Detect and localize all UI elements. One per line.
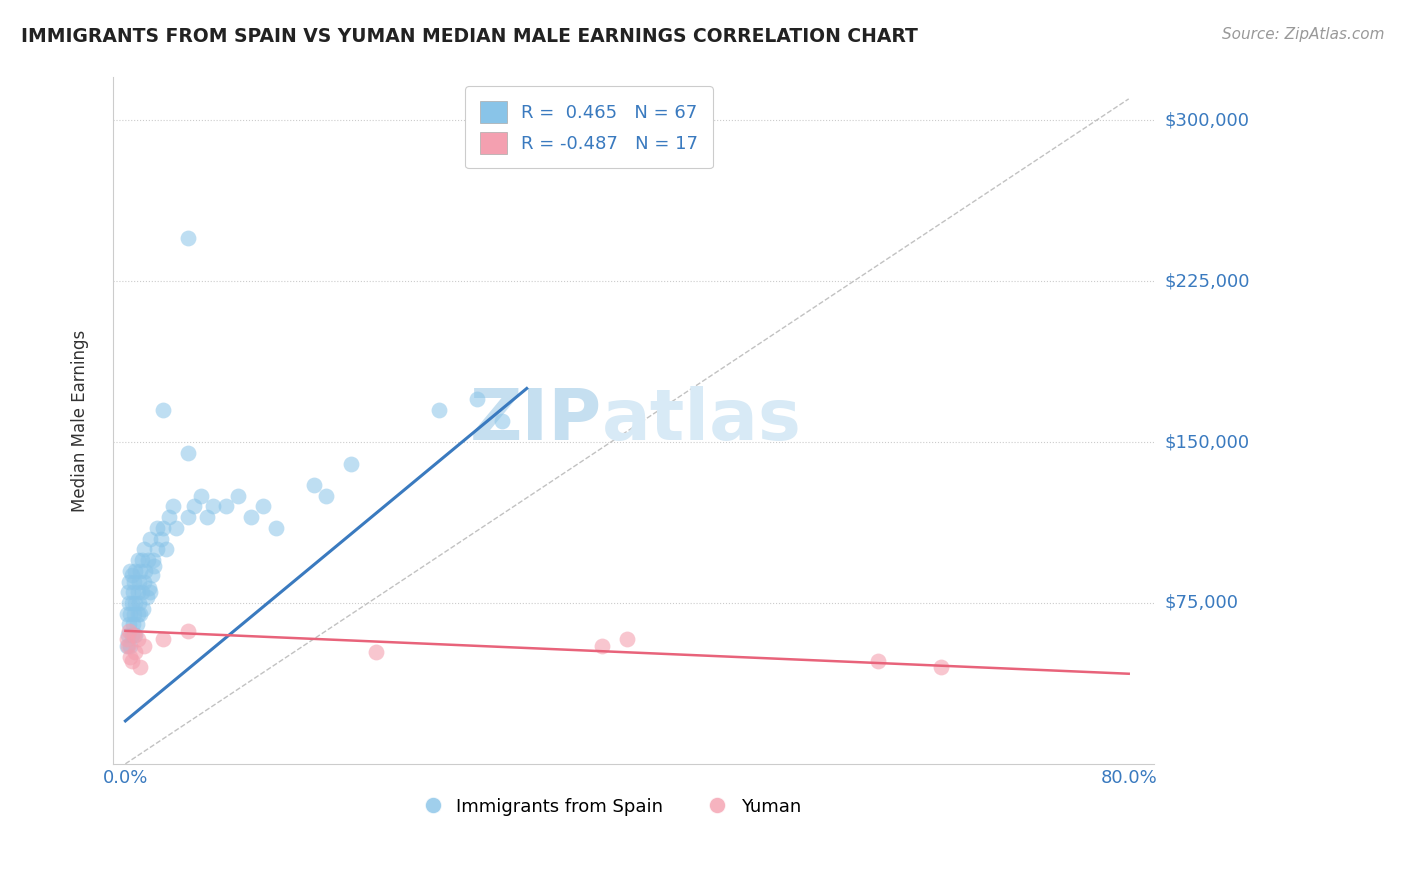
- Point: [120, 639, 142, 653]
- Point: [152, 521, 174, 535]
- Point: [118, 574, 141, 589]
- Point: [127, 585, 149, 599]
- Point: [183, 500, 205, 514]
- Point: [139, 532, 162, 546]
- Point: [122, 574, 145, 589]
- Point: [121, 654, 143, 668]
- Point: [124, 628, 146, 642]
- Point: [120, 607, 142, 621]
- Point: [134, 574, 156, 589]
- Point: [134, 639, 156, 653]
- Point: [118, 596, 141, 610]
- Point: [162, 500, 184, 514]
- Point: [141, 568, 163, 582]
- Point: [129, 660, 152, 674]
- Point: [366, 645, 388, 659]
- Point: [866, 654, 889, 668]
- Point: [129, 607, 152, 621]
- Point: [120, 649, 142, 664]
- Point: [226, 489, 249, 503]
- Point: [143, 559, 166, 574]
- Point: [115, 632, 138, 647]
- Point: [136, 553, 159, 567]
- Point: [145, 542, 167, 557]
- Point: [616, 632, 638, 647]
- Text: $225,000: $225,000: [1166, 272, 1250, 290]
- Point: [122, 628, 145, 642]
- Point: [127, 553, 149, 567]
- Point: [115, 607, 138, 621]
- Point: [145, 521, 167, 535]
- Text: $150,000: $150,000: [1166, 434, 1250, 451]
- Point: [138, 581, 160, 595]
- Point: [121, 628, 143, 642]
- Point: [142, 553, 165, 567]
- Point: [121, 568, 143, 582]
- Point: [165, 521, 187, 535]
- Point: [117, 585, 139, 599]
- Point: [127, 632, 149, 647]
- Point: [929, 660, 952, 674]
- Point: [202, 500, 225, 514]
- Point: [340, 457, 363, 471]
- Point: [128, 596, 150, 610]
- Point: [117, 628, 139, 642]
- Point: [132, 602, 155, 616]
- Point: [115, 639, 138, 653]
- Point: [117, 639, 139, 653]
- Text: Source: ZipAtlas.com: Source: ZipAtlas.com: [1222, 27, 1385, 42]
- Point: [127, 607, 149, 621]
- Point: [465, 392, 488, 407]
- Point: [135, 590, 157, 604]
- Point: [134, 564, 156, 578]
- Point: [302, 478, 325, 492]
- Text: IMMIGRANTS FROM SPAIN VS YUMAN MEDIAN MALE EARNINGS CORRELATION CHART: IMMIGRANTS FROM SPAIN VS YUMAN MEDIAN MA…: [21, 27, 918, 45]
- Point: [177, 510, 200, 524]
- Point: [315, 489, 337, 503]
- Point: [155, 542, 177, 557]
- Point: [215, 500, 238, 514]
- Point: [239, 510, 262, 524]
- Point: [157, 510, 180, 524]
- Point: [177, 231, 200, 245]
- Point: [190, 489, 212, 503]
- Point: [177, 446, 200, 460]
- Text: $75,000: $75,000: [1166, 594, 1239, 612]
- Point: [124, 596, 146, 610]
- Legend: Immigrants from Spain, Yuman: Immigrants from Spain, Yuman: [416, 790, 808, 823]
- Point: [134, 542, 156, 557]
- Point: [121, 596, 143, 610]
- Point: [124, 645, 146, 659]
- Point: [149, 532, 172, 546]
- Point: [195, 510, 218, 524]
- Point: [177, 624, 200, 638]
- Point: [122, 617, 145, 632]
- Text: atlas: atlas: [602, 386, 801, 455]
- Point: [427, 403, 450, 417]
- Text: ZIP: ZIP: [470, 386, 602, 455]
- Point: [491, 414, 513, 428]
- Point: [124, 564, 146, 578]
- Point: [122, 607, 145, 621]
- Y-axis label: Median Male Earnings: Median Male Earnings: [72, 329, 89, 512]
- Point: [264, 521, 287, 535]
- Point: [139, 585, 162, 599]
- Point: [125, 617, 148, 632]
- Text: $300,000: $300,000: [1166, 112, 1250, 129]
- Point: [122, 585, 145, 599]
- Point: [131, 553, 153, 567]
- Point: [128, 574, 150, 589]
- Point: [120, 564, 142, 578]
- Point: [591, 639, 613, 653]
- Point: [118, 617, 141, 632]
- Point: [129, 564, 152, 578]
- Point: [152, 632, 174, 647]
- Point: [118, 624, 141, 638]
- Point: [152, 403, 174, 417]
- Point: [131, 585, 153, 599]
- Point: [252, 500, 274, 514]
